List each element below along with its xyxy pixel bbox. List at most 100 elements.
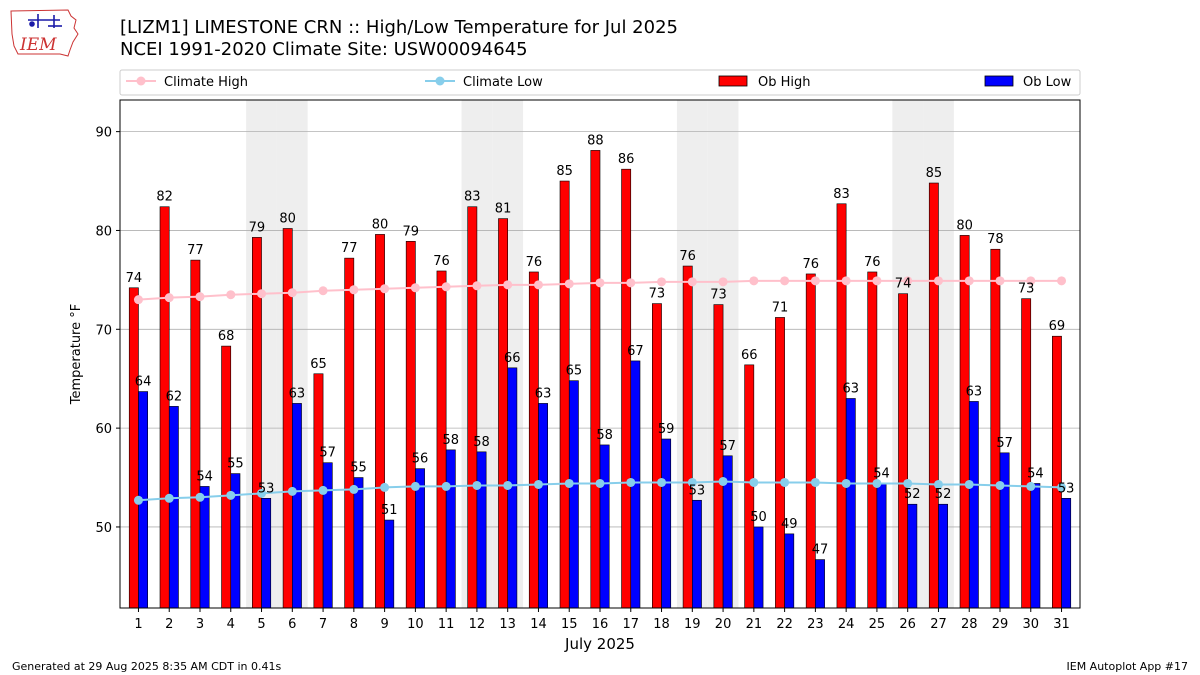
climate-high-point-day-31 xyxy=(1057,276,1067,286)
ob-high-bar-day-20 xyxy=(713,304,724,609)
climate-low-point-day-8 xyxy=(349,484,359,494)
ob-low-label-day-2: 62 xyxy=(166,389,183,404)
climate-low-point-day-10 xyxy=(410,481,420,491)
ob-low-label-day-22: 49 xyxy=(781,517,798,532)
x-tick-label-21: 21 xyxy=(746,617,763,632)
ob-high-bar-day-15 xyxy=(559,180,570,609)
ob-low-bar-day-29 xyxy=(999,452,1010,609)
ob-low-label-day-3: 54 xyxy=(196,469,213,484)
iem-logo: IEM xyxy=(10,9,79,57)
data-labels: 74 64 82 62 77 54 68 55 79 53 80 63 65 57 77 55 80 51 79 56… xyxy=(126,133,1075,557)
climate-low-point-day-23 xyxy=(810,477,820,487)
x-tick-label-20: 20 xyxy=(715,617,732,632)
ob-high-label-day-21: 66 xyxy=(741,348,758,363)
ob-high-bar-day-16 xyxy=(590,150,601,609)
climate-low-point-day-24 xyxy=(841,478,851,488)
climate-high-point-day-24 xyxy=(841,276,851,286)
ob-high-bar-day-23 xyxy=(805,273,816,609)
x-tick-label-9: 9 xyxy=(380,617,388,632)
y-tick-label-90: 90 xyxy=(95,126,112,141)
climate-high-point-day-27 xyxy=(933,276,943,286)
legend: Climate High Climate Low Ob High Ob Low xyxy=(119,69,1081,96)
climate-low-point-day-17 xyxy=(626,477,636,487)
climate-low-point-day-29 xyxy=(995,480,1005,490)
climate-high-point-day-8 xyxy=(349,285,359,295)
ob-low-label-day-23: 47 xyxy=(812,543,829,558)
x-tick-label-27: 27 xyxy=(930,617,947,632)
ob-high-bar-day-24 xyxy=(836,203,847,609)
ob-low-bar-day-21 xyxy=(753,526,764,609)
ob-low-label-day-21: 50 xyxy=(750,510,767,525)
x-tick-label-24: 24 xyxy=(838,617,855,632)
climate-low-point-day-21 xyxy=(749,477,759,487)
weather-station-icon xyxy=(28,14,62,28)
climate-low-point-day-28 xyxy=(964,479,974,489)
x-tick-label-12: 12 xyxy=(469,617,486,632)
climate-high-point-day-15 xyxy=(564,279,574,289)
ob-high-label-day-3: 77 xyxy=(187,243,204,258)
ob-high-label-day-4: 68 xyxy=(218,329,235,344)
legend-item-climate-low: Climate Low xyxy=(425,75,543,90)
x-axis-label: July 2025 xyxy=(564,635,635,653)
climate-low-point-day-1 xyxy=(133,495,143,505)
x-tick-label-15: 15 xyxy=(561,617,578,632)
climate-high-point-day-20 xyxy=(718,277,728,287)
climate-low-point-day-7 xyxy=(318,485,328,495)
ob-high-bar-day-13 xyxy=(498,218,508,609)
y-tick-label-50: 50 xyxy=(95,521,112,536)
ob-high-label-day-16: 88 xyxy=(587,133,604,148)
climate-low-point-day-15 xyxy=(564,478,574,488)
ob-high-label-day-7: 65 xyxy=(310,357,327,372)
ob-low-label-day-26: 52 xyxy=(904,487,921,502)
climate-high-point-day-18 xyxy=(657,277,667,287)
climate-low-point-day-26 xyxy=(903,478,913,488)
ob-high-bar-day-6 xyxy=(282,228,293,609)
ob-low-bar-day-27 xyxy=(938,503,948,609)
climate-high-point-day-9 xyxy=(380,284,390,294)
ob-low-label-day-19: 53 xyxy=(689,483,706,498)
ob-low-label-day-18: 59 xyxy=(658,422,675,437)
ob-low-bar-day-14 xyxy=(538,403,548,609)
x-tick-label-30: 30 xyxy=(1022,617,1039,632)
ob-low-bar-day-11 xyxy=(445,449,456,609)
climate-low-point-day-18 xyxy=(657,477,667,487)
climate-low-point-day-27 xyxy=(933,479,943,489)
climate-high-point-day-5 xyxy=(257,289,267,299)
climate-low-point-day-9 xyxy=(380,482,390,492)
chart-title: [LIZM1] LIMESTONE CRN :: High/Low Temper… xyxy=(120,17,678,38)
climate-high-point-day-16 xyxy=(595,278,605,288)
climate-low-point-day-12 xyxy=(472,480,482,490)
ob-high-label-day-1: 74 xyxy=(126,271,143,286)
climate-high-point-day-21 xyxy=(749,276,759,286)
ob-low-label-day-30: 54 xyxy=(1027,466,1044,481)
ob-low-label-day-25: 54 xyxy=(873,466,890,481)
climate-high-point-day-13 xyxy=(503,280,513,290)
ob-high-label-day-31: 69 xyxy=(1049,319,1066,334)
ob-high-bar-day-25 xyxy=(867,271,878,609)
ob-low-bar-day-5 xyxy=(261,497,272,609)
climate-high-point-day-25 xyxy=(872,276,882,286)
legend-item-climate-high: Climate High xyxy=(126,75,248,90)
ob-low-bar-day-2 xyxy=(168,406,179,609)
climate-high-point-day-17 xyxy=(626,278,636,288)
ob-high-label-day-17: 86 xyxy=(618,152,635,167)
ob-low-bar-day-31 xyxy=(1061,497,1072,609)
climate-high-point-day-10 xyxy=(410,283,420,293)
climate-low-point-day-31 xyxy=(1057,482,1067,492)
ob-low-bar-day-26 xyxy=(907,503,918,609)
climate-lines xyxy=(133,276,1067,505)
app-credit: IEM Autoplot App #17 xyxy=(1066,660,1189,673)
ob-high-bar-day-4 xyxy=(221,345,232,609)
ob-low-bar-day-3 xyxy=(199,486,210,609)
legend-climate-high-marker xyxy=(136,76,146,86)
ob-high-label-day-30: 73 xyxy=(1018,282,1035,297)
ob-low-label-day-8: 55 xyxy=(350,461,367,476)
climate-high-point-day-7 xyxy=(318,286,328,296)
x-tick-label-2: 2 xyxy=(165,617,173,632)
legend-ob-low-swatch xyxy=(984,75,1014,87)
ob-high-label-day-28: 80 xyxy=(956,218,973,233)
x-tick-label-10: 10 xyxy=(407,617,424,632)
generated-timestamp: Generated at 29 Aug 2025 8:35 AM CDT in … xyxy=(12,660,282,673)
ob-high-label-day-24: 83 xyxy=(833,187,850,202)
y-tick-label-80: 80 xyxy=(95,224,112,239)
